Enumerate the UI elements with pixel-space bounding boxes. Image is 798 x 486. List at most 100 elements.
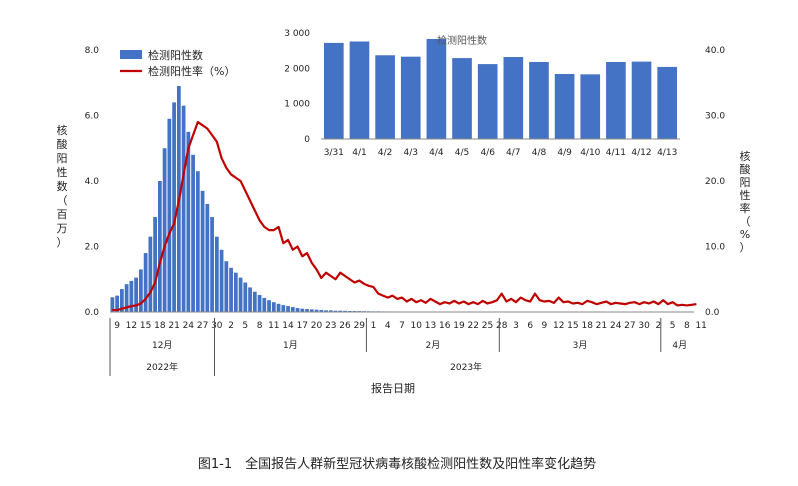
bar-positive-count [157,181,162,312]
x-tick-label: 12 [126,321,137,331]
y-right-axis: 0.0 10.0 20.0 30.0 40.0 [705,46,725,318]
y-left-tick-label: 0.0 [85,308,100,318]
month-label: 4月 [672,340,687,351]
inset-x-axis: 3/31 4/1 4/2 4/3 4/4 4/5 4/6 4/7 4/8 4/9 4/10 4/11 4… [324,148,678,158]
y-right-label-char: ） [740,241,751,254]
x-tick-label: 12 [553,321,564,331]
bar-positive-count [276,303,281,312]
inset-bar [580,74,601,139]
bar-positive-count [333,310,338,312]
x-tick-label: 8 [684,321,690,331]
x-tick-label: 4 [385,321,391,331]
inset-bar [426,39,447,140]
bar-positive-count [262,297,267,312]
y-left-tick-label: 6.0 [85,112,100,122]
x-tick-label: 21 [596,321,607,331]
x-tick-label: 16 [439,321,451,331]
inset-x-tick-label: 4/8 [532,148,547,158]
y-left-label-char: （ [57,194,68,207]
x-axis-grouping: 12月 1月 2月 3月 4月 2022年 2023年 [109,318,687,376]
inset-x-tick-label: 3/31 [324,148,344,158]
x-tick-label: 18 [154,321,166,331]
inset-x-tick-label: 4/9 [557,148,572,158]
inset-y-tick-label: 3 000 [284,29,310,39]
bar-positive-count [120,289,124,312]
bar-positive-count [129,280,134,312]
month-label: 3月 [573,340,588,351]
bar-positive-count [305,309,309,312]
bar-positive-count [153,217,157,312]
inset-y-axis: 0 1 000 2 000 3 000 [284,29,310,145]
x-tick-label: 2 [656,321,662,331]
x-tick-label: 14 [282,321,294,331]
inset-x-tick-label: 4/3 [404,148,418,158]
bar-positive-count [319,310,324,312]
main-chart: 0.02.04.06.08.0 0.010.020.030.040.0 9 12 1… [57,46,751,395]
legend-bar-swatch [120,50,142,59]
bar-positive-count [267,300,271,312]
inset-chart: 0 1 000 2 000 3 000 3/31 4/1 4/2 4/3 4/4 4/5 4/6 4… [284,29,680,158]
inset-bar [554,73,575,139]
x-axis-ticks: 9 12 15 18 21 24 27 30 2 5 8 11 14 17 20 23 26 29 1 4 7 10 13 1… [114,321,707,331]
inset-x-tick-label: 4/12 [631,148,651,158]
x-tick-label: 10 [410,321,422,331]
y-right-label-char: 率 [740,201,751,215]
inset-x-tick-label: 4/5 [455,148,469,158]
inset-y-tick-label: 0 [304,135,310,145]
x-tick-label: 9 [114,321,120,331]
bar-positive-count [148,236,153,312]
month-label: 12月 [152,340,172,351]
bar-positive-count [243,282,248,312]
inset-bar-series [324,39,677,140]
main-bar-series [110,86,694,313]
x-tick-label: 8 [257,321,263,331]
bar-positive-count [343,310,347,312]
bar-positive-count [233,272,238,312]
x-tick-label: 27 [197,321,208,331]
x-tick-label: 23 [325,321,336,331]
y-left-axis: 0.0 2.0 4.0 6.0 8.0 [85,46,100,318]
x-tick-label: 30 [211,321,223,331]
y-right-label-char: （ [740,215,751,228]
bar-positive-count [224,261,229,312]
bar-positive-count [229,267,233,312]
y-left-label-char: 酸 [57,137,68,151]
bar-positive-count [143,253,148,312]
y-right-tick-label: 0.0 [705,308,720,318]
x-tick-label: 15 [567,321,578,331]
y-right-label-char: 性 [740,188,751,202]
y-right-tick-label: 40.0 [705,46,725,56]
month-label: 1月 [283,340,298,351]
x-tick-label: 20 [311,321,323,331]
y-left-label-char: ） [57,236,68,249]
inset-bar [503,57,524,139]
inset-bar [631,61,652,140]
x-tick-label: 2 [228,321,234,331]
bar-positive-count [200,190,205,312]
y-right-label-char: 酸 [740,162,751,176]
bar-positive-count [338,310,343,312]
bar-positive-count [115,295,119,313]
y-left-tick-label: 4.0 [85,177,100,187]
bar-positive-count [238,277,243,312]
y-left-tick-label: 8.0 [85,46,100,56]
inset-x-tick-label: 4/13 [657,148,677,158]
x-tick-label: 9 [542,321,548,331]
month-label: 2月 [426,340,441,351]
inset-bar [477,64,498,139]
bar-positive-count [309,309,314,312]
inset-bar [657,66,677,139]
x-tick-label: 5 [670,321,676,331]
y-right-tick-label: 10.0 [705,243,725,253]
x-tick-label: 19 [453,321,465,331]
x-tick-label: 7 [399,321,405,331]
inset-bar [529,61,549,139]
inset-x-tick-label: 4/11 [606,148,626,158]
bar-positive-count [186,131,191,313]
x-tick-label: 27 [624,321,635,331]
y-left-label-char: 数 [57,180,68,193]
bar-positive-count [138,269,143,312]
x-tick-label: 11 [268,321,279,331]
